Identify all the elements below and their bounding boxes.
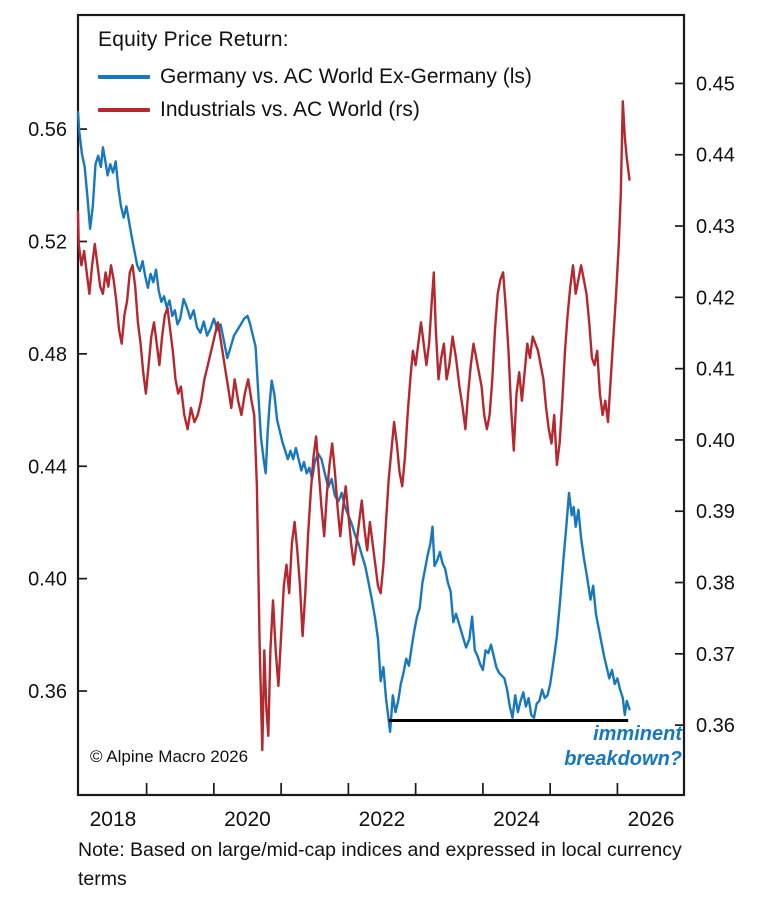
y-axis-right-tick-label: 0.40 xyxy=(696,430,735,452)
breakdown-annotation-line-1: imminent xyxy=(593,723,682,745)
y-axis-left-tick-label: 0.36 xyxy=(28,681,67,703)
germany-series-swatch xyxy=(98,74,150,79)
industrials-series-line xyxy=(76,100,631,752)
y-axis-left-tick-label: 0.56 xyxy=(28,119,67,141)
industrials-series-label: Industrials vs. AC World (rs) xyxy=(160,97,420,121)
y-axis-right-tick-label: 0.43 xyxy=(696,216,735,238)
y-axis-right-tick-label: 0.36 xyxy=(696,715,735,737)
note-text: Note: Based on large/mid-cap indices and… xyxy=(78,839,682,890)
y-axis-right-tick-label: 0.37 xyxy=(696,644,735,666)
germany-series-label: Germany vs. AC World Ex-Germany (ls) xyxy=(160,64,532,88)
y-axis-left-tick-label: 0.40 xyxy=(28,569,67,591)
y-axis-right-tick-label: 0.41 xyxy=(696,359,735,381)
y-axis-right-tick-label: 0.44 xyxy=(696,145,735,167)
legend-title: Equity Price Return: xyxy=(98,28,289,51)
breakdown-annotation-line-2: breakdown? xyxy=(564,748,682,770)
x-axis-tick-label: 2018 xyxy=(90,808,137,831)
y-axis-left-tick-label: 0.52 xyxy=(28,231,67,253)
y-axis-right-tick-label: 0.42 xyxy=(696,287,735,309)
legend-item-industrials: Industrials vs. AC World (rs) xyxy=(98,93,532,126)
x-axis-tick-label: 2024 xyxy=(493,808,540,831)
x-axis-tick-label: 2022 xyxy=(359,808,406,831)
y-axis-right-tick-label: 0.38 xyxy=(696,573,735,595)
plot-border xyxy=(76,13,686,797)
y-axis-left-tick-label: 0.44 xyxy=(28,456,67,478)
y-axis-right-tick-label: 0.45 xyxy=(696,73,735,95)
x-axis-tick-label: 2026 xyxy=(628,808,675,831)
germany-series-line xyxy=(76,111,631,733)
legend-item-germany: Germany vs. AC World Ex-Germany (ls) xyxy=(98,60,532,93)
industrials-series-swatch xyxy=(98,107,150,112)
legend: Equity Price Return: Germany vs. AC Worl… xyxy=(98,28,532,126)
breakdown-annotation: imminent breakdown? xyxy=(564,722,682,772)
x-axis-tick-label: 2020 xyxy=(224,808,271,831)
copyright-label: © Alpine Macro 2026 xyxy=(90,747,249,766)
y-axis-left-tick-label: 0.48 xyxy=(28,344,67,366)
y-axis-right-tick-label: 0.39 xyxy=(696,501,735,523)
